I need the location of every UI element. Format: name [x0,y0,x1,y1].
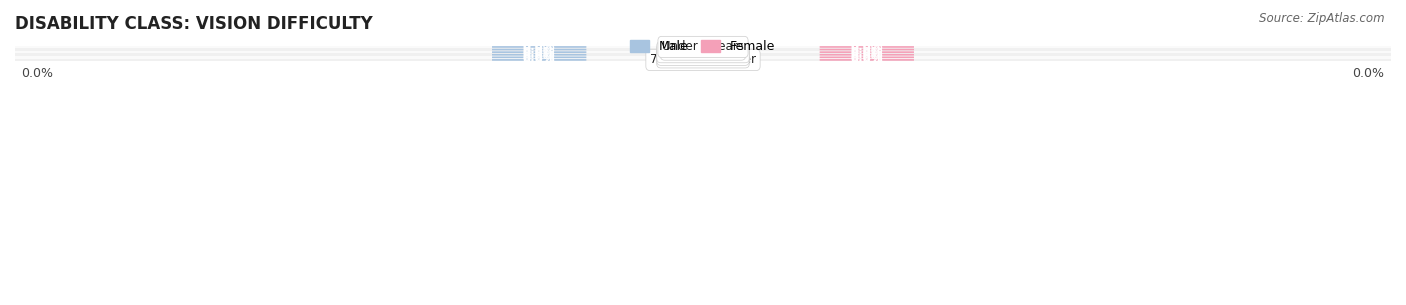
Text: Under 5 Years: Under 5 Years [662,41,744,53]
Bar [15,46,1391,48]
Text: 0.0%: 0.0% [523,51,555,64]
FancyBboxPatch shape [492,51,586,53]
FancyBboxPatch shape [492,46,586,48]
FancyBboxPatch shape [492,59,586,61]
Text: 0.0%: 0.0% [21,67,53,81]
FancyBboxPatch shape [820,51,914,53]
Text: 0.0%: 0.0% [851,41,883,53]
Text: 0.0%: 0.0% [523,53,555,66]
Bar [15,59,1391,61]
FancyBboxPatch shape [492,54,586,56]
Legend: Male, Female: Male, Female [626,35,780,58]
Text: 18 to 34 Years: 18 to 34 Years [661,46,745,59]
FancyBboxPatch shape [820,46,914,48]
FancyBboxPatch shape [820,59,914,61]
FancyBboxPatch shape [492,49,586,50]
Text: 0.0%: 0.0% [851,53,883,66]
Text: 5 to 17 Years: 5 to 17 Years [665,43,741,56]
FancyBboxPatch shape [820,49,914,50]
Text: DISABILITY CLASS: VISION DIFFICULTY: DISABILITY CLASS: VISION DIFFICULTY [15,15,373,33]
Text: 0.0%: 0.0% [851,51,883,64]
Bar [15,48,1391,51]
FancyBboxPatch shape [820,54,914,56]
Text: 0.0%: 0.0% [851,43,883,56]
Text: 0.0%: 0.0% [851,48,883,61]
Text: Source: ZipAtlas.com: Source: ZipAtlas.com [1260,12,1385,25]
FancyBboxPatch shape [820,56,914,58]
Text: 35 to 64 Years: 35 to 64 Years [661,48,745,61]
Text: 0.0%: 0.0% [1353,67,1385,81]
Bar [15,53,1391,56]
Text: 65 to 74 Years: 65 to 74 Years [661,51,745,64]
Bar [15,56,1391,59]
Text: 0.0%: 0.0% [523,48,555,61]
Bar [15,51,1391,53]
Text: 0.0%: 0.0% [523,43,555,56]
FancyBboxPatch shape [492,56,586,58]
Text: 0.0%: 0.0% [523,46,555,59]
Text: 75 Years and over: 75 Years and over [650,53,756,66]
Text: 0.0%: 0.0% [523,41,555,53]
Text: 0.0%: 0.0% [851,46,883,59]
